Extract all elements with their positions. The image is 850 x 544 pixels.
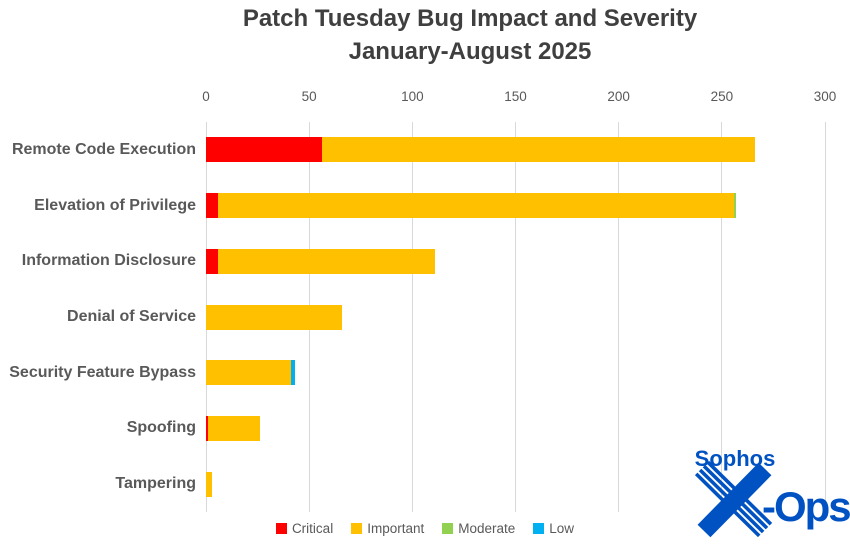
bar-segment-critical — [206, 137, 322, 163]
category-row: Spoofing — [0, 401, 196, 457]
bar-segment-important — [321, 137, 755, 163]
legend-swatch-low — [533, 523, 545, 534]
category-row: Remote Code Execution — [0, 122, 196, 178]
bar-segment-critical — [206, 193, 219, 219]
legend-item-important: Important — [351, 521, 424, 536]
legend: Critical Important Moderate Low — [0, 521, 850, 536]
legend-label: Critical — [291, 521, 334, 536]
category-row: Denial of Service — [0, 289, 196, 345]
chart-title-line1: Patch Tuesday Bug Impact and Severity — [242, 5, 698, 32]
bar-segment-important — [206, 304, 343, 330]
category-label: Elevation of Privilege — [34, 196, 196, 214]
x-axis: 0 50 100 150 200 250 300 — [202, 89, 836, 107]
category-label: Security Feature Bypass — [9, 363, 196, 381]
x-tick-label: 50 — [301, 89, 317, 104]
gridline — [721, 122, 723, 512]
chart-title-line2: January-August 2025 — [348, 38, 592, 65]
legend-item-moderate: Moderate — [442, 521, 515, 536]
gridline — [411, 122, 413, 512]
stacked-bar — [206, 304, 825, 330]
category-label: Information Disclosure — [21, 252, 196, 270]
stacked-bar — [206, 137, 825, 163]
x-tick-label: 200 — [607, 89, 630, 104]
bar-row — [206, 401, 825, 457]
x-tick-label: 250 — [710, 89, 734, 104]
legend-swatch-important — [351, 523, 363, 534]
bars-container — [206, 122, 825, 512]
stacked-bar — [206, 248, 825, 274]
x-tick-label: 150 — [504, 89, 527, 104]
bar-segment-important — [206, 471, 213, 497]
category-row: Information Disclosure — [0, 233, 196, 289]
category-row: Elevation of Privilege — [0, 178, 196, 234]
legend-label: Low — [549, 521, 575, 536]
category-axis: Remote Code Execution Elevation of Privil… — [0, 122, 196, 512]
gridline — [515, 122, 516, 512]
category-label: Spoofing — [126, 419, 196, 437]
bar-segment-critical — [206, 248, 219, 274]
bar-row — [206, 178, 825, 234]
bar-segment-low — [290, 360, 295, 386]
category-label: Remote Code Execution — [11, 140, 196, 158]
bar-row — [206, 289, 825, 345]
bar-segment-important — [218, 248, 436, 274]
bar-segment-critical — [206, 415, 209, 441]
bar-row — [206, 233, 825, 289]
legend-label: Important — [367, 521, 425, 536]
category-label: Tampering — [115, 475, 196, 493]
bar-segment-important — [206, 360, 291, 386]
legend-swatch-moderate — [442, 523, 454, 534]
category-row: Tampering — [0, 456, 196, 512]
category-label: Denial of Service — [67, 308, 196, 326]
x-tick-label: 0 — [202, 89, 210, 104]
plot-area — [205, 122, 826, 512]
legend-item-critical: Critical — [275, 521, 334, 536]
stacked-bar — [206, 415, 825, 441]
chart-title: Patch Tuesday Bug Impact and Severity Ja… — [90, 2, 850, 68]
stacked-bar — [206, 471, 825, 497]
stacked-bar — [206, 193, 825, 219]
x-tick-label: 100 — [401, 89, 424, 104]
x-tick-label: 300 — [813, 89, 837, 104]
svg-text:-Ops: -Ops — [762, 483, 850, 530]
sophos-xops-logo: Sophos -Ops — [694, 446, 850, 538]
bar-segment-moderate — [734, 193, 737, 219]
stacked-bar — [206, 360, 825, 386]
x-glyph-icon — [694, 460, 773, 538]
bar-segment-important — [208, 415, 260, 441]
legend-swatch-critical — [275, 523, 287, 534]
legend-item-low: Low — [533, 521, 574, 536]
category-row: Security Feature Bypass — [0, 345, 196, 401]
bar-segment-important — [218, 193, 735, 219]
bar-row — [206, 345, 825, 401]
gridline — [618, 122, 620, 512]
legend-label: Moderate — [458, 521, 516, 536]
bar-row — [206, 456, 825, 512]
bar-row — [206, 122, 825, 178]
gridline — [824, 122, 826, 512]
